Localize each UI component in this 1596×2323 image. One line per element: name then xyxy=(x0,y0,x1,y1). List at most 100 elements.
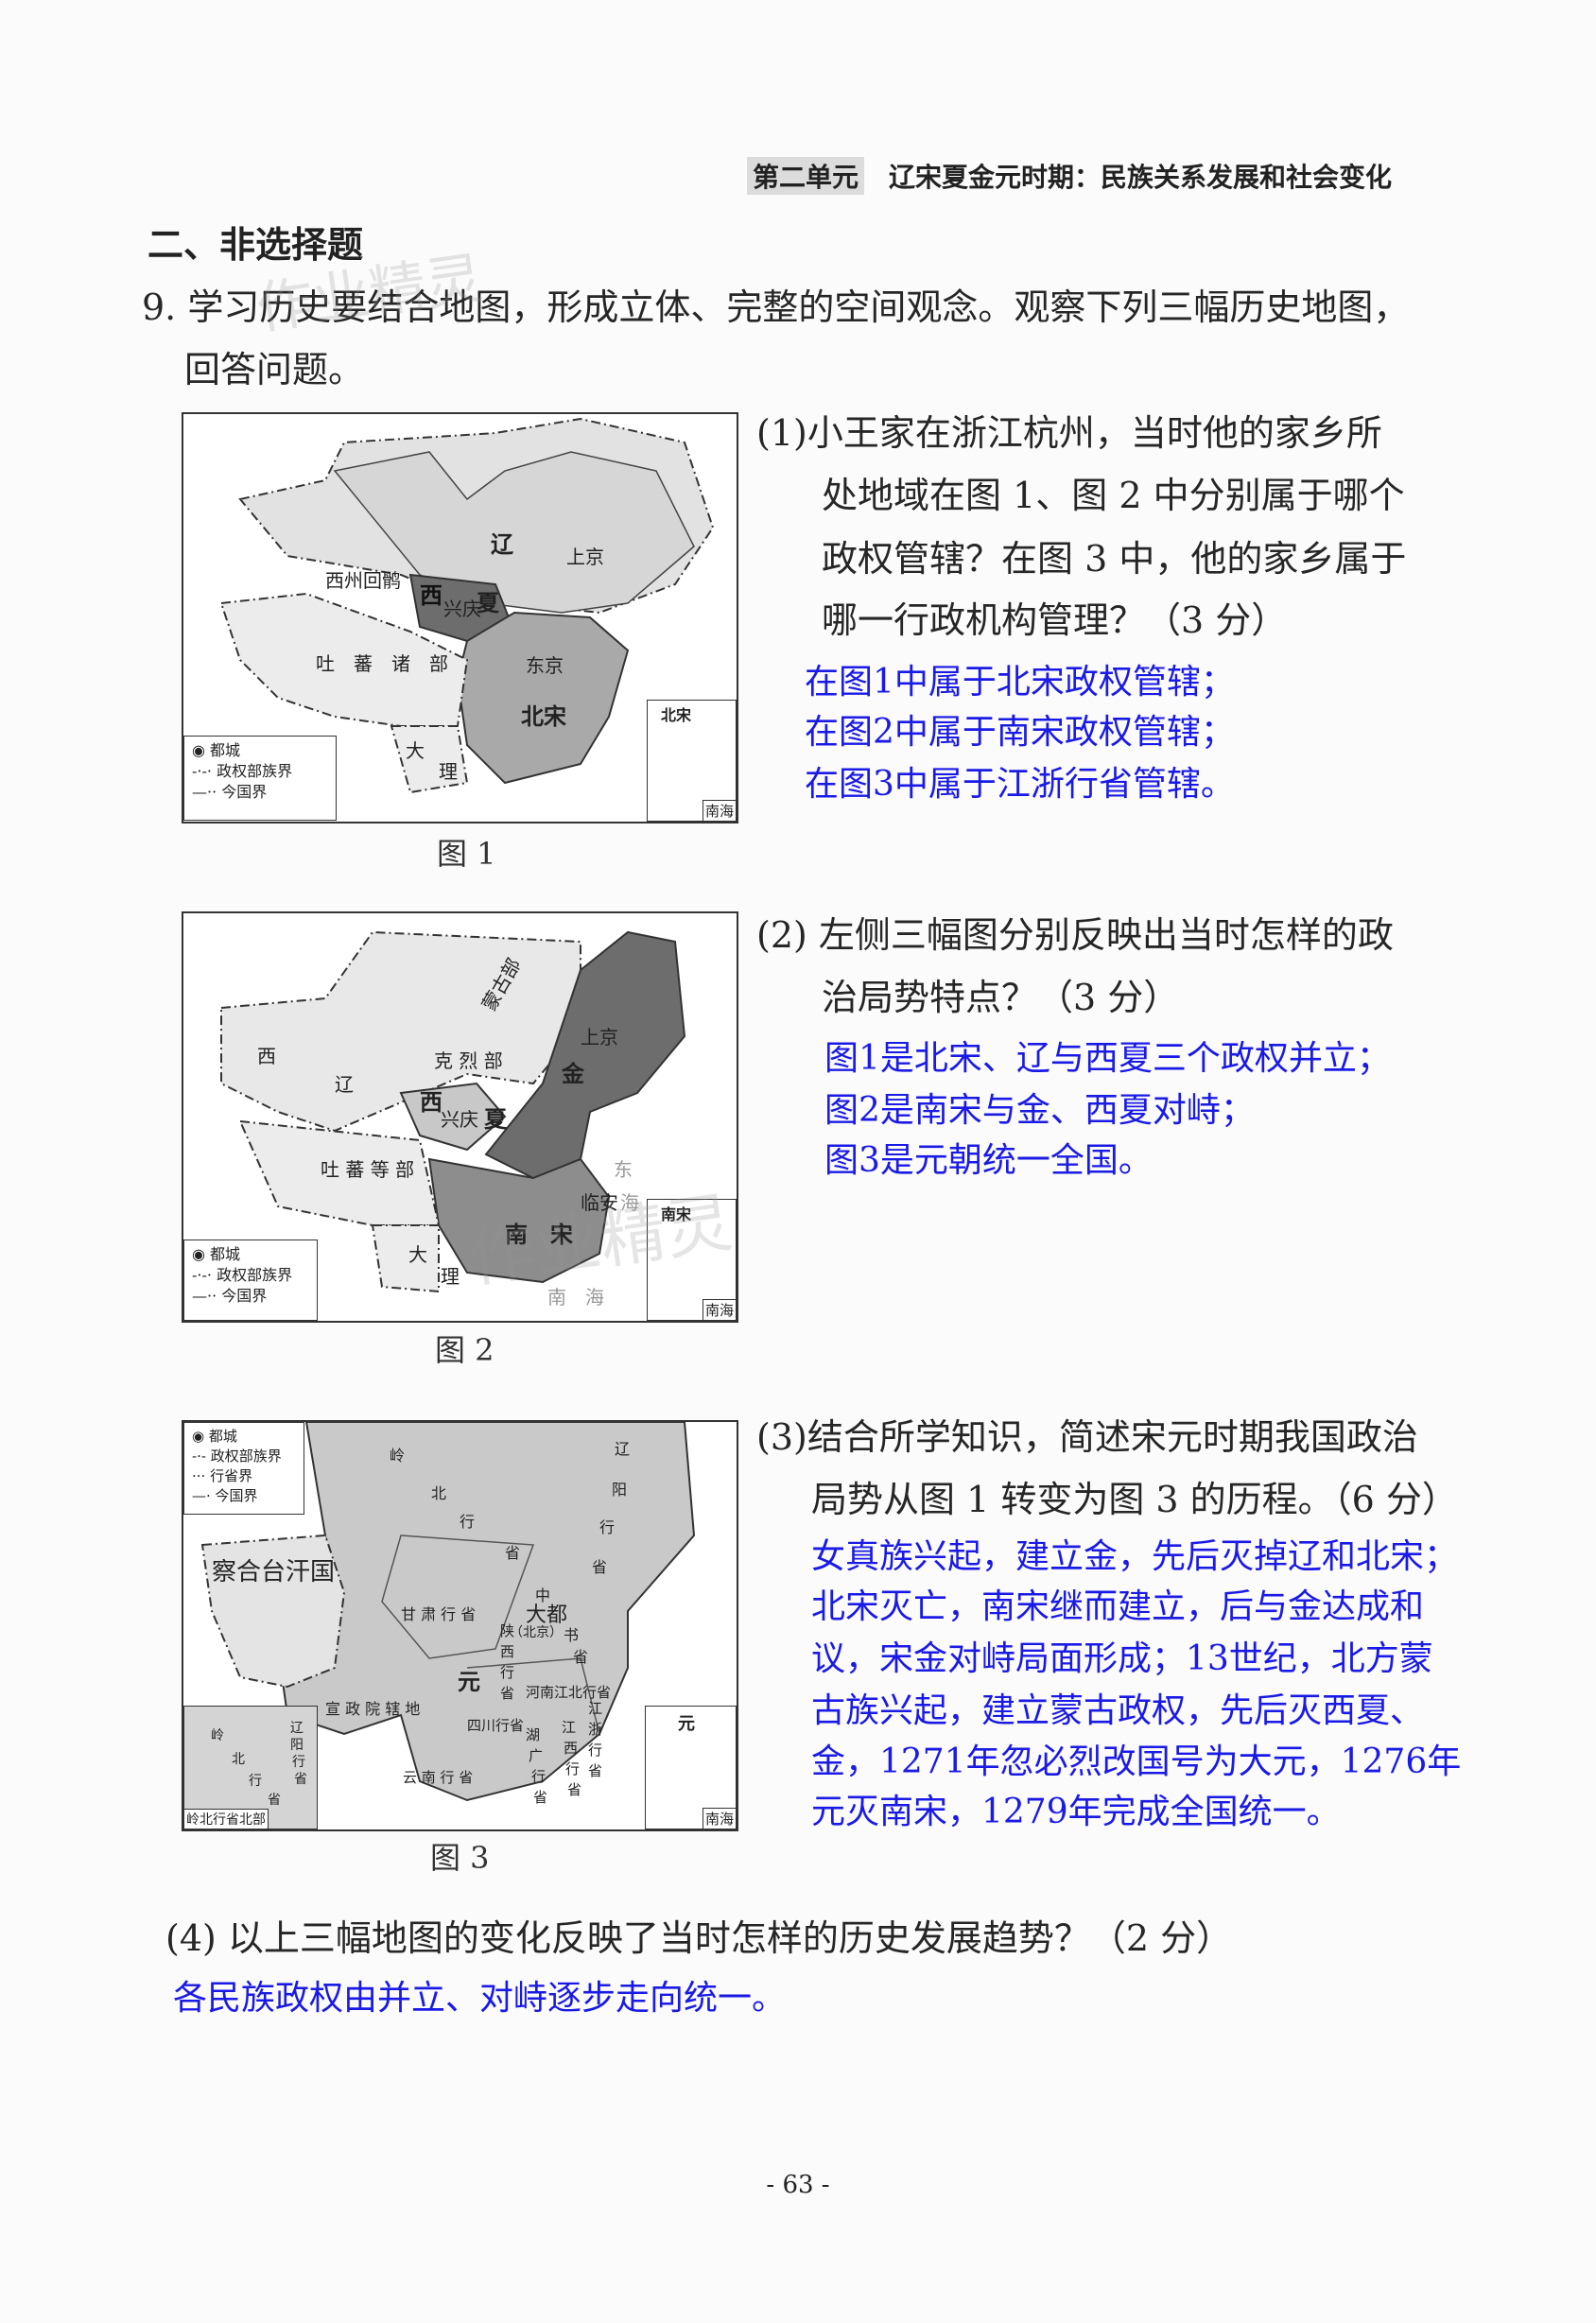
south-sea-inset: 南宋 南海 xyxy=(647,1199,737,1321)
label-shangjing: 上京 xyxy=(581,1026,618,1049)
label-liaoyang-4: 省 xyxy=(592,1558,608,1576)
sub1-line-2: 处地域在图 1、图 2 中分别属于哪个 xyxy=(822,475,1405,516)
sub4-line: (4) 以上三幅地图的变化反映了当时怎样的历史发展趋势？（2 分） xyxy=(165,1917,1233,1959)
figure-3-caption: 图 3 xyxy=(430,1840,490,1876)
sub3-answer-4: 古族兴起，建立蒙古政权，先后灭西夏、 xyxy=(811,1691,1425,1730)
label-huguang-4: 省 xyxy=(533,1789,548,1806)
question-line-1: 9. 学习历史要结合地图，形成立体、完整的空间观念。观察下列三幅历史地图， xyxy=(142,286,1410,328)
label-chagatai: 察合台汗国 xyxy=(212,1558,336,1586)
inset-title: 岭北行省北部 xyxy=(184,1809,269,1829)
label-zhongshu-2: 书 xyxy=(564,1626,580,1644)
figure-1-caption: 图 1 xyxy=(437,836,496,872)
label-huguang-3: 行 xyxy=(531,1768,546,1785)
inset-liaoyang-2: 阳 xyxy=(290,1738,304,1753)
label-nanhai: 南 海 xyxy=(547,1286,604,1309)
label-jiangzhe-3: 行 xyxy=(588,1742,603,1759)
legend-province-border: 行省界 xyxy=(210,1467,253,1484)
sub1-answer-2: 在图2中属于南宋政权管辖； xyxy=(805,713,1235,752)
inset-liaoyang-1: 辽 xyxy=(290,1721,304,1736)
label-gansu: 甘 肃 行 省 xyxy=(401,1605,477,1623)
label-sichuan: 四川行省 xyxy=(467,1717,525,1734)
label-liaoyang-2: 阳 xyxy=(612,1481,628,1499)
south-sea-inset: 北宋 南海 xyxy=(647,700,737,822)
inset-south-sea: 南海 xyxy=(702,1299,736,1320)
sub2-answer-2: 图2是南宋与金、西夏对峙； xyxy=(824,1091,1255,1130)
sub2-line-2: 治局势特点？（3 分） xyxy=(822,977,1180,1018)
label-xi-liao-1: 西 xyxy=(257,1045,276,1067)
map-legend: ◉ 都城 -·-· 政权部族界 —·· 今国界 xyxy=(183,736,337,821)
sub3-answer-5: 金，1271年忽必烈改国号为大元，1276年 xyxy=(811,1742,1462,1781)
label-zhongshu-3: 省 xyxy=(573,1648,589,1666)
legend-regime-border: 政权部族界 xyxy=(217,1266,293,1284)
label-li: 理 xyxy=(439,760,458,783)
label-da: 大 xyxy=(406,739,425,762)
sub2-line-1: (2) 左侧三幅图分别反映出当时怎样的政 xyxy=(756,914,1394,956)
label-liaoyang-1: 辽 xyxy=(615,1440,631,1458)
label-tubo: 吐 蕃 诸 部 xyxy=(316,652,448,675)
label-tubo: 吐 蕃 等 部 xyxy=(321,1158,415,1181)
legend-capital: 都城 xyxy=(210,741,241,759)
figure-2-caption: 图 2 xyxy=(435,1332,494,1368)
lingbei-north-inset: 岭 北 行 省 辽 阳 行 省 岭北行省北部 xyxy=(183,1706,318,1829)
page-number: - 63 - xyxy=(766,2171,830,2199)
label-xingqing: 兴庆 xyxy=(443,598,481,620)
label-jiangzhe-1: 江 xyxy=(588,1700,603,1717)
label-hai: 海 xyxy=(620,1191,639,1214)
section-title: 二、非选择题 xyxy=(147,224,364,266)
label-lingbei-4: 省 xyxy=(505,1544,521,1562)
label-da: 大 xyxy=(408,1243,427,1266)
label-shaanxi-1: 陕 xyxy=(500,1622,515,1639)
label-xia: 夏 xyxy=(484,1105,507,1133)
label-liao: 辽 xyxy=(491,530,513,558)
legend-regime-border: 政权部族界 xyxy=(210,1448,282,1465)
label-dadu: 大都 xyxy=(526,1604,568,1627)
sub3-answer-6: 元灭南宋，1279年完成全国统一。 xyxy=(811,1793,1341,1831)
label-xizhou-huigu: 西州回鹘 xyxy=(325,569,401,592)
label-jiangxi-1: 江 xyxy=(562,1719,577,1736)
inset-south-sea: 南海 xyxy=(702,800,736,821)
map-legend: ◉ 都城 -·-· 政权部族界 —·· 今国界 xyxy=(183,1240,318,1321)
label-shaanxi-2: 西 xyxy=(500,1643,515,1660)
label-dong: 东 xyxy=(614,1158,633,1181)
label-linan: 临安 xyxy=(581,1191,618,1214)
label-huguang-1: 湖 xyxy=(526,1726,541,1743)
inset-lingbei-3: 行 xyxy=(249,1774,262,1789)
map-figure-3: ◉ 都城 -·- 政权部族界 ··· 行省界 —· 今国界 岭 北 行 省 辽 … xyxy=(182,1420,738,1831)
label-beijing: （北京） xyxy=(510,1625,563,1640)
label-liaoyang-3: 行 xyxy=(599,1518,616,1536)
sub3-answer-3: 议，宋金对峙局面形成；13世纪，北方蒙 xyxy=(811,1639,1433,1678)
legend-modern-border: 今国界 xyxy=(215,1487,258,1504)
label-xia: 夏 xyxy=(477,589,499,616)
label-li: 理 xyxy=(441,1265,460,1288)
unit-label: 第二单元 xyxy=(747,157,865,195)
label-yunnan: 云 南 行 省 xyxy=(403,1769,474,1786)
sub3-line-1: (3)结合所学知识，简述宋元时期我国政治 xyxy=(756,1416,1418,1458)
legend-modern-border: 今国界 xyxy=(221,1287,268,1305)
inset-lingbei-1: 岭 xyxy=(211,1728,224,1743)
map-figure-2: 蒙古部 上京 金 西 辽 克 烈 部 西 兴庆 夏 吐 蕃 等 部 临安 南 宋… xyxy=(182,911,738,1323)
south-sea-inset: 元 南海 xyxy=(645,1706,737,1829)
label-nansong: 南 宋 xyxy=(505,1221,573,1248)
inset-lingbei-4: 省 xyxy=(268,1793,281,1808)
label-jiangxi-3: 行 xyxy=(565,1760,581,1777)
map-2-graphic xyxy=(220,930,686,1293)
sub2-answer-3: 图3是元朝统一全国。 xyxy=(824,1141,1153,1180)
label-zhongshu-1: 中 xyxy=(535,1586,551,1604)
sub3-line-2: 局势从图 1 转变为图 3 的历程。（6 分） xyxy=(811,1479,1458,1520)
label-xingqing: 兴庆 xyxy=(441,1108,478,1131)
label-jiangzhe-4: 省 xyxy=(588,1762,603,1779)
label-lingbei-3: 行 xyxy=(460,1513,476,1531)
sub3-answer-1: 女真族兴起，建立金，先后灭掉辽和北宋； xyxy=(811,1537,1459,1576)
label-yuan: 元 xyxy=(458,1668,480,1695)
label-jiangxi-4: 省 xyxy=(567,1781,582,1798)
unit-title: 辽宋夏金元时期：民族关系发展和社会变化 xyxy=(889,162,1393,193)
inset-label: 北宋 xyxy=(661,706,692,724)
label-shangjing: 上京 xyxy=(566,546,604,568)
label-jin: 金 xyxy=(562,1060,584,1087)
legend-modern-border: 今国界 xyxy=(221,783,268,801)
sub1-line-4: 哪一行政机构管理？（3 分） xyxy=(822,599,1288,641)
label-lingbei-1: 岭 xyxy=(390,1447,406,1465)
question-line-2: 回答问题。 xyxy=(184,349,365,390)
label-beisong: 北宋 xyxy=(521,702,566,730)
map-legend: ◉ 都城 -·- 政权部族界 ··· 行省界 —· 今国界 xyxy=(183,1422,304,1515)
